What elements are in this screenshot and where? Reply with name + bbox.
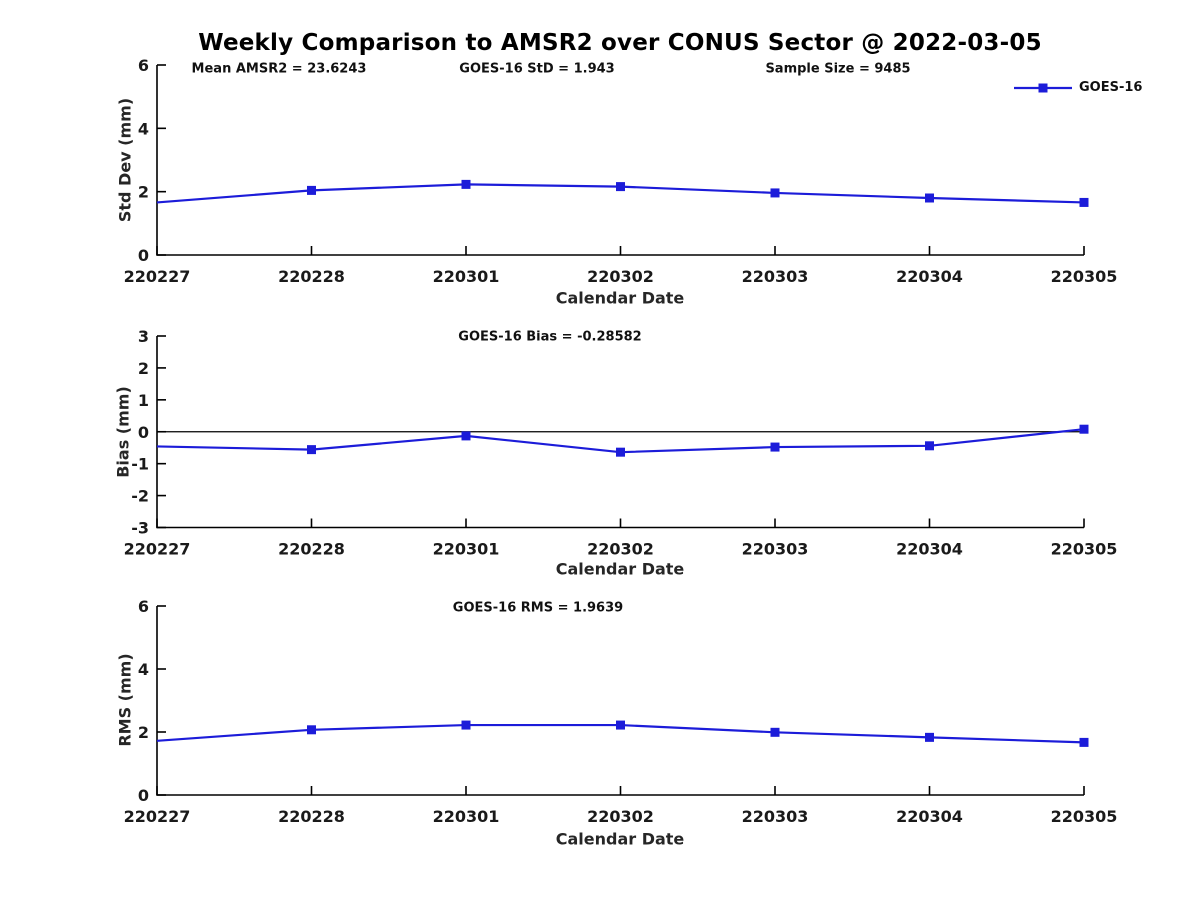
- rms-x-tick-label: 220303: [742, 807, 809, 826]
- bias-y-tick-label: -2: [131, 487, 149, 506]
- rms-series-marker: [770, 727, 780, 737]
- bias-x-tick-label: 220301: [433, 540, 500, 559]
- std-dev-x-tick-label: 220302: [587, 267, 654, 286]
- std-dev-x-tick-label: 220303: [742, 267, 809, 286]
- bias-y-tick-label: 0: [138, 423, 149, 442]
- bias-x-axis-label: Calendar Date: [555, 559, 685, 579]
- rms-x-tick-label: 220305: [1051, 807, 1118, 826]
- std-dev-x-tick-label: 220304: [896, 267, 963, 286]
- std-dev-series-marker: [461, 179, 471, 189]
- bias-x-tick-label: 220227: [124, 540, 191, 559]
- legend: GOES-16: [1014, 80, 1142, 95]
- bias-x-tick-label: 220228: [278, 540, 345, 559]
- std-dev-series-marker: [770, 188, 780, 198]
- std-dev-x-tick-label: 220305: [1051, 267, 1118, 286]
- rms-y-tick-label: 0: [138, 786, 149, 805]
- chart-title: Weekly Comparison to AMSR2 over CONUS Se…: [198, 30, 1042, 56]
- rms-x-axis-label: Calendar Date: [555, 829, 685, 849]
- bias-x-tick-label: 220303: [742, 540, 809, 559]
- rms-axes: [156, 606, 1084, 796]
- bias-x-tick-label: 220302: [587, 540, 654, 559]
- stddev-annotation-goes16-std: GOES-16 StD = 1.943: [459, 61, 615, 77]
- std-dev-y-tick-label: 0: [138, 246, 149, 265]
- std-dev-series-marker: [616, 182, 625, 192]
- rms-x-tick-label: 220302: [587, 807, 654, 826]
- std-dev-series-marker: [1079, 197, 1089, 207]
- std-dev-y-tick-label: 2: [138, 183, 149, 202]
- bias-y-tick-label: 2: [138, 359, 149, 378]
- rms-y-tick-label: 4: [138, 660, 149, 679]
- stddev-annotation-mean-amsr2: Mean AMSR2 = 23.6243: [191, 61, 367, 77]
- bias-x-tick-label: 220304: [896, 540, 963, 559]
- bias-y-tick-label: -1: [131, 455, 149, 474]
- bias-series-marker: [307, 445, 316, 455]
- std-dev-series-marker: [307, 185, 316, 195]
- bias-x-tick-label: 220305: [1051, 540, 1118, 559]
- rms-series-marker: [925, 732, 934, 742]
- rms-y-tick-label: 2: [138, 723, 149, 742]
- rms-series-marker: [616, 720, 625, 730]
- std-dev-y-tick-label: 6: [138, 56, 149, 75]
- rms-x-tick-label: 220227: [124, 807, 191, 826]
- bias-y-tick-label: 3: [138, 327, 149, 346]
- legend-line-marker-icon: [1014, 83, 1072, 92]
- bias-y-tick-label: 1: [138, 391, 149, 410]
- rms-series-marker: [461, 720, 471, 730]
- rms-series-marker: [307, 725, 316, 735]
- bias-y-tick-label: -3: [131, 519, 149, 538]
- std-dev-y-tick-label: 4: [138, 119, 149, 138]
- rms-annotation: GOES-16 RMS = 1.9639: [452, 600, 624, 616]
- stddev-x-axis-label: Calendar Date: [555, 288, 685, 308]
- bias-series-marker: [925, 441, 934, 451]
- bias-series-marker: [770, 442, 780, 452]
- rms-y-tick-label: 6: [138, 597, 149, 616]
- std-dev-series-marker: [925, 193, 934, 203]
- legend-series-label: GOES-16: [1079, 80, 1143, 95]
- rms-series-marker: [1079, 737, 1089, 747]
- bias-series-marker: [616, 447, 625, 457]
- std-dev-x-tick-label: 220227: [124, 267, 191, 286]
- stddev-annotation-sample-size: Sample Size = 9485: [765, 61, 911, 77]
- rms-x-tick-label: 220301: [433, 807, 500, 826]
- std-dev-x-tick-label: 220228: [278, 267, 345, 286]
- bias-annotation: GOES-16 Bias = -0.28582: [458, 329, 642, 345]
- bias-series-marker: [461, 431, 471, 441]
- std-dev-axes: [156, 65, 1084, 256]
- bias-series-marker: [1079, 424, 1089, 434]
- std-dev-x-tick-label: 220301: [433, 267, 500, 286]
- rms-x-tick-label: 220228: [278, 807, 345, 826]
- rms-x-tick-label: 220304: [896, 807, 963, 826]
